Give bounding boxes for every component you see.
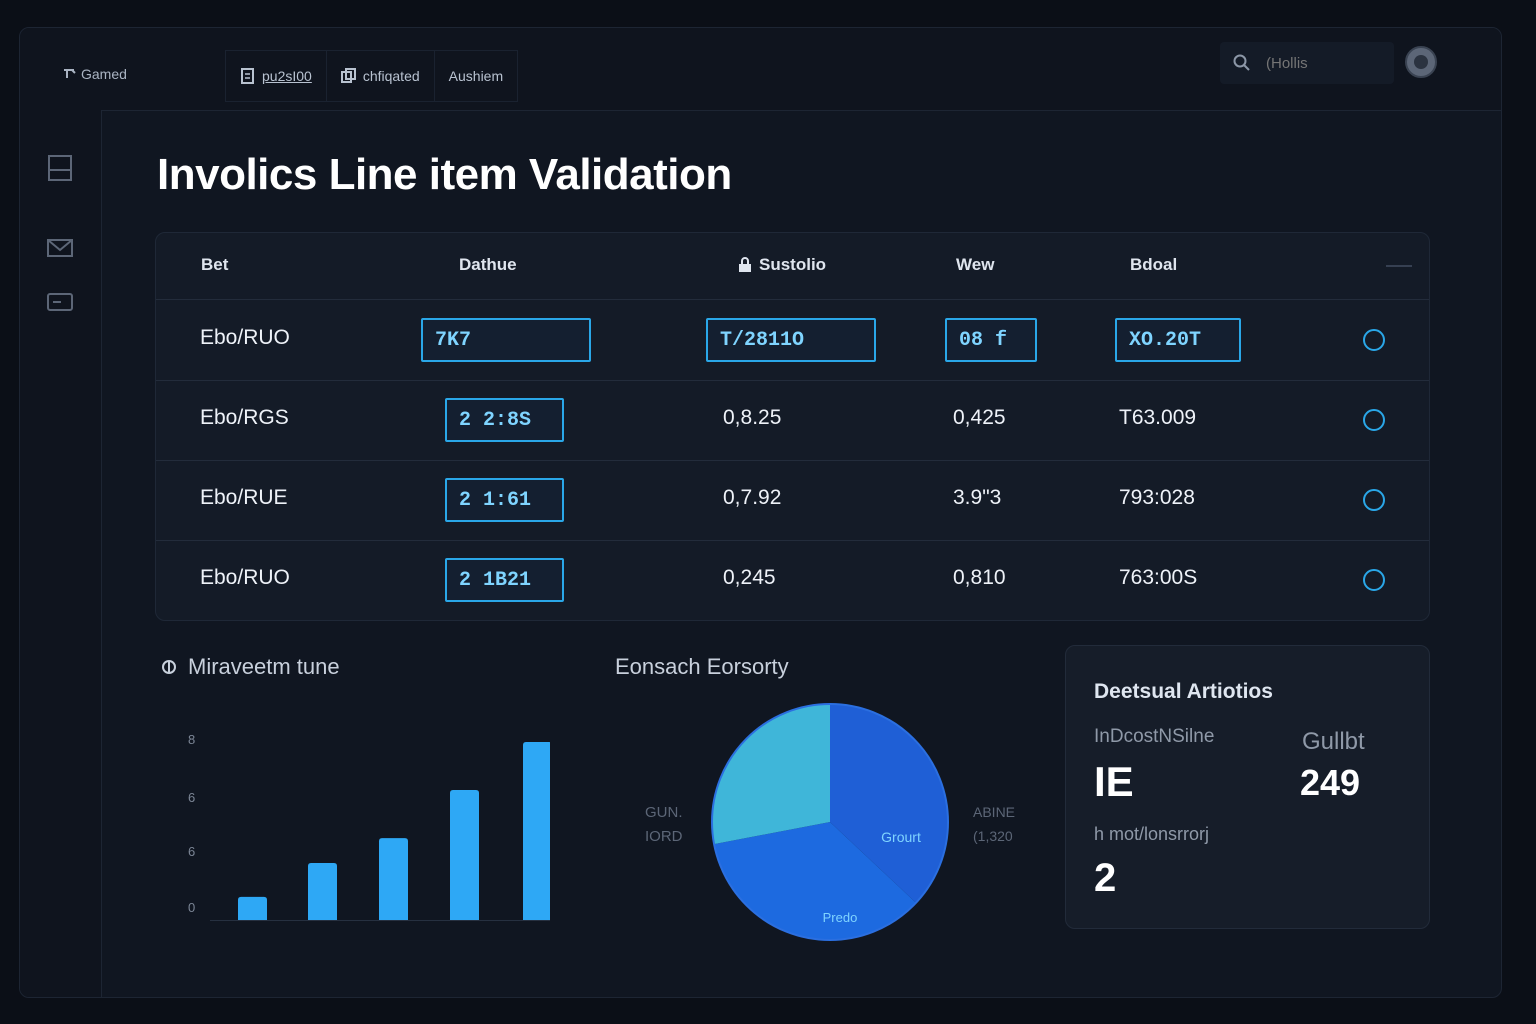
chart-icon xyxy=(162,660,176,674)
row-value: 763:00S xyxy=(1119,566,1198,589)
x-tick-label: 17 xyxy=(315,931,331,932)
bar-panel-title: Miraveetm tune xyxy=(188,654,340,679)
pie-slice xyxy=(714,822,917,940)
table-header: Bet Dathue Sustolio Wew Bdoal xyxy=(156,233,1429,300)
column-header[interactable]: Bdoal xyxy=(1130,255,1178,274)
legend-label: IORD xyxy=(645,828,683,845)
document-icon xyxy=(241,68,254,84)
search-box[interactable] xyxy=(1220,42,1394,84)
bar-panel-header: Miraveetm tune xyxy=(160,654,340,680)
mail-icon[interactable] xyxy=(44,232,76,264)
y-tick-label: 0 xyxy=(188,900,195,915)
row-status-indicator[interactable] xyxy=(1363,329,1385,351)
slice-label: Predo xyxy=(823,910,858,925)
pie-slice xyxy=(830,704,948,903)
tab-label: chfiqated xyxy=(362,68,420,84)
row-status-indicator[interactable] xyxy=(1363,489,1385,511)
stat-value: 2 xyxy=(1094,856,1117,900)
value-field[interactable]: 2 1B21 xyxy=(445,558,564,602)
lock-icon xyxy=(739,257,751,272)
legend-label: GUN. xyxy=(645,804,683,821)
bar xyxy=(308,863,337,920)
pie-slice xyxy=(712,704,830,845)
line-items-table: Bet Dathue Sustolio Wew Bdoal Ebo/RUO 7K… xyxy=(155,232,1430,621)
card-icon[interactable] xyxy=(44,286,76,318)
search-icon xyxy=(1233,54,1250,71)
column-header[interactable]: Sustolio xyxy=(738,255,826,275)
value-field[interactable]: T/2811O xyxy=(706,318,876,362)
column-header-label: Sustolio xyxy=(759,255,827,274)
column-header[interactable]: Wew xyxy=(956,255,995,274)
bar xyxy=(523,742,550,920)
row-name: Ebo/RUE xyxy=(200,486,288,509)
inbox-icon[interactable] xyxy=(44,152,76,184)
slice-label: Grourt xyxy=(881,829,921,845)
stat-value: 249 xyxy=(1300,762,1361,803)
row-status-indicator[interactable] xyxy=(1363,569,1385,591)
stats-card: Deetsual Artiotios InDcostNSilne IE Gull… xyxy=(1065,645,1430,929)
row-value: 3.9"3 xyxy=(953,486,1002,509)
row-name: Ebo/RUO xyxy=(200,566,290,589)
legend-label: ABINE xyxy=(973,804,1015,820)
row-value: 0,245 xyxy=(723,566,776,589)
stats-title: Deetsual Artiotios xyxy=(1094,680,1273,703)
pie-panel-title: Eonsach Eorsorty xyxy=(615,654,789,679)
value-field[interactable]: 7K7 xyxy=(421,318,591,362)
header-divider xyxy=(1386,265,1412,267)
table-row[interactable]: Ebo/RUE 2 1:61 0,7.92 3.9"3 793:028 xyxy=(156,460,1429,541)
row-value: 0,8.25 xyxy=(723,406,782,429)
y-tick-label: 8 xyxy=(188,732,195,747)
stat-value: IE xyxy=(1094,758,1134,805)
x-tick-label: 13 xyxy=(530,931,546,932)
column-header[interactable]: Dathue xyxy=(459,255,517,274)
brand-icon xyxy=(64,69,76,78)
tab-secondary[interactable]: chfiqated xyxy=(325,50,434,102)
x-tick-label: 7 xyxy=(461,931,469,932)
bar xyxy=(450,790,479,920)
value-field[interactable]: XO.20T xyxy=(1115,318,1241,362)
value-field[interactable]: 2 1:61 xyxy=(445,478,564,522)
row-name: Ebo/RGS xyxy=(200,406,289,429)
tab-label: pu2sI00 xyxy=(262,68,312,84)
app-window: Gamed pu2sI00 chfiqated Aushiem + xyxy=(19,27,1502,998)
table-row[interactable]: Ebo/RUO 7K7 T/2811O 08 f XO.20T xyxy=(156,300,1429,381)
brand[interactable]: Gamed xyxy=(63,66,127,82)
x-tick-label: 13 xyxy=(386,931,402,932)
search-input[interactable] xyxy=(1264,53,1378,73)
value-field[interactable]: 2 2:8S xyxy=(445,398,564,442)
tab-tertiary[interactable]: Aushiem xyxy=(433,50,519,102)
bar xyxy=(379,838,408,920)
tab-label: Aushiem xyxy=(448,68,504,84)
brand-label: Gamed xyxy=(81,66,127,82)
bar-chart: 8 6 6 0 27 17 13 7 13 xyxy=(188,732,550,932)
x-tick-label: 27 xyxy=(245,931,261,932)
table-row[interactable]: Ebo/RUO 2 1B21 0,245 0,810 763:00S xyxy=(156,540,1429,620)
row-value: 0,425 xyxy=(953,406,1006,429)
pie-chart: Grourt Predo GUN. IORD ABINE (1,320 xyxy=(645,703,1015,941)
value-field[interactable]: 08 f xyxy=(945,318,1037,362)
tab-primary[interactable]: pu2sI00 xyxy=(225,50,326,102)
stat-label: Gullbt xyxy=(1302,728,1365,755)
row-status-indicator[interactable] xyxy=(1363,409,1385,431)
sidebar: + xyxy=(20,110,102,997)
column-header[interactable]: Bet xyxy=(201,255,229,274)
page-title: Involics Line item Validation xyxy=(157,150,732,199)
row-value: 793:028 xyxy=(1119,486,1195,509)
bar xyxy=(238,896,267,920)
top-bar: Gamed pu2sI00 chfiqated Aushiem xyxy=(20,28,1501,111)
avatar[interactable] xyxy=(1405,46,1437,78)
legend-label: (1,320 xyxy=(973,828,1013,844)
pie-outline xyxy=(711,703,949,941)
y-tick-label: 6 xyxy=(188,790,195,805)
nav-tabs: pu2sI00 chfiqated Aushiem xyxy=(225,50,519,102)
row-value: T63.009 xyxy=(1119,406,1197,429)
y-tick-label: 6 xyxy=(188,844,195,859)
copy-icon xyxy=(340,68,356,83)
row-value: 0,810 xyxy=(953,566,1006,589)
row-value: 0,7.92 xyxy=(723,486,782,509)
stat-label: InDcostNSilne xyxy=(1094,726,1215,747)
stat-label: h mot/lonsrrorj xyxy=(1094,824,1210,844)
table-row[interactable]: Ebo/RGS 2 2:8S 0,8.25 0,425 T63.009 xyxy=(156,380,1429,461)
row-name: Ebo/RUO xyxy=(200,326,290,349)
